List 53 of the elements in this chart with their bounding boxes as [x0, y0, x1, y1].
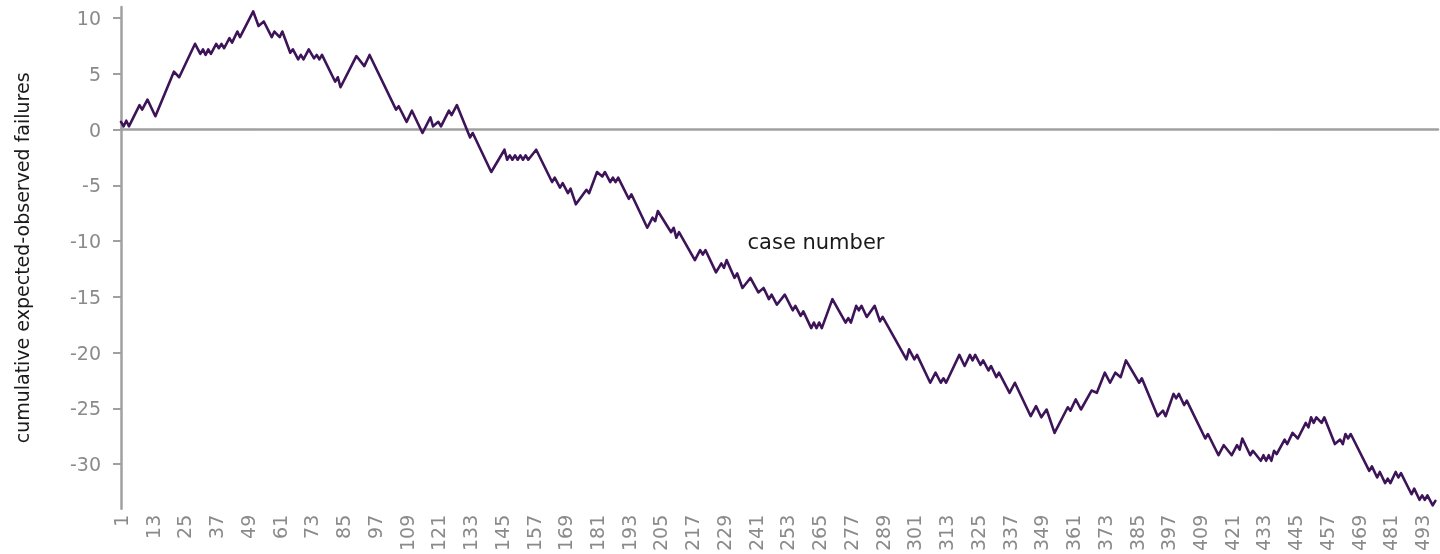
x-tick-label: 337	[998, 514, 1021, 551]
x-tick-label: 169	[554, 514, 577, 551]
x-tick-label: 325	[966, 514, 989, 551]
x-tick-label: 253	[776, 514, 799, 551]
y-axis-title: cumulative expected-observed failures	[10, 72, 33, 444]
x-tick-label: 1	[110, 514, 132, 527]
x-tick-label: 421	[1220, 514, 1243, 551]
x-tick-label: 121	[427, 514, 450, 551]
x-tick-label: 397	[1157, 514, 1180, 551]
x-tick-label: 385	[1125, 514, 1148, 551]
x-tick-label: 481	[1379, 514, 1402, 551]
x-tick-label: 85	[332, 514, 355, 539]
x-tick-label: 205	[649, 514, 672, 551]
x-tick-label: 493	[1411, 514, 1434, 551]
y-tick-label: 5	[88, 62, 101, 85]
x-tick-label: 37	[205, 514, 228, 539]
x-tick-label: 229	[712, 514, 735, 551]
x-tick-label: 133	[459, 514, 482, 551]
x-tick-label: 457	[1315, 514, 1338, 551]
x-tick-label: 109	[395, 514, 418, 551]
x-tick-label: 361	[1062, 514, 1085, 551]
x-tick-label: 445	[1284, 514, 1307, 551]
x-tick-label: 157	[522, 514, 545, 551]
x-tick-label: 217	[681, 514, 704, 551]
x-tick-label: 469	[1347, 514, 1370, 551]
y-tick-label: -25	[69, 397, 101, 420]
x-tick-label: 13	[141, 514, 164, 539]
x-tick-label: 301	[903, 514, 926, 551]
y-tick-label: -20	[69, 341, 101, 364]
y-tick-label: -5	[82, 174, 101, 197]
x-tick-label: 241	[744, 514, 767, 551]
x-tick-label: 193	[617, 514, 640, 551]
x-tick-label: 373	[1093, 514, 1116, 551]
x-tick-label: 181	[586, 514, 609, 551]
x-tick-label: 349	[1030, 514, 1053, 551]
x-tick-label: 145	[490, 514, 513, 551]
x-tick-label: 61	[268, 514, 291, 539]
y-tick-label: -15	[69, 285, 101, 308]
x-tick-label: 277	[839, 514, 862, 551]
y-tick-label: -30	[69, 453, 101, 476]
x-tick-label: 265	[808, 514, 831, 551]
x-tick-label: 97	[363, 514, 386, 539]
x-axis-title: case number	[747, 229, 885, 254]
y-tick-label: 0	[88, 118, 101, 141]
x-tick-label: 313	[935, 514, 958, 551]
y-tick-label: 10	[76, 7, 101, 30]
x-tick-label: 25	[173, 514, 196, 539]
x-tick-label: 433	[1252, 514, 1275, 551]
x-tick-label: 289	[871, 514, 894, 551]
x-tick-label: 49	[236, 514, 259, 539]
x-tick-label: 409	[1188, 514, 1211, 551]
x-tick-label: 73	[300, 514, 323, 539]
y-tick-label: -10	[69, 230, 101, 253]
